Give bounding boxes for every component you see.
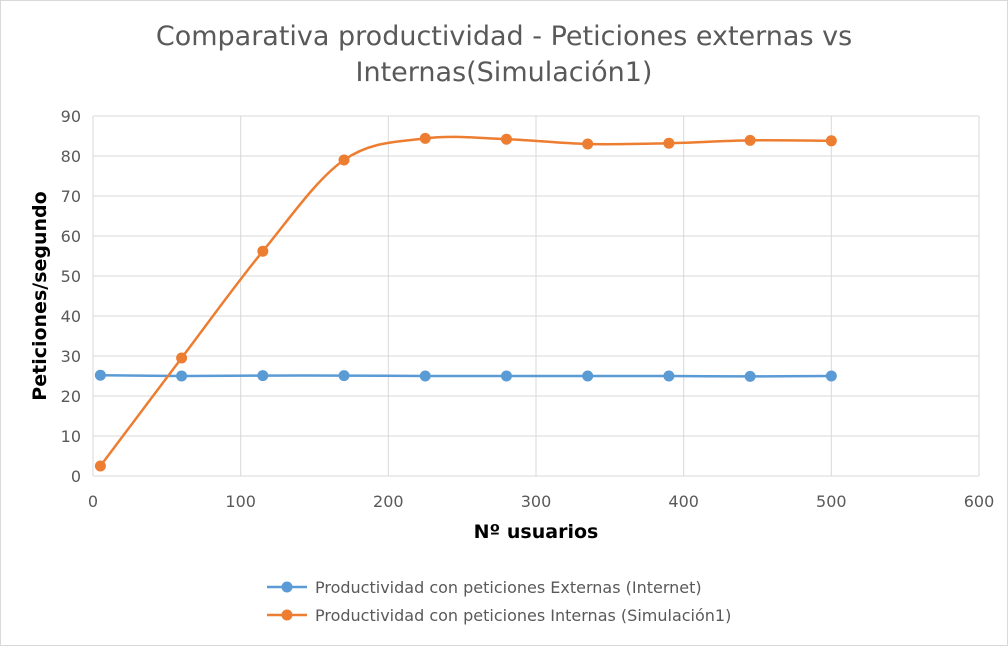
data-point xyxy=(663,370,675,382)
y-axis-ticks: 0 10 20 30 40 50 60 70 80 90 xyxy=(61,107,81,486)
x-tick-label: 600 xyxy=(964,492,995,511)
chart-title-line-1: Comparativa productividad - Peticiones e… xyxy=(156,21,852,52)
x-axis-title: Nº usuarios xyxy=(474,521,599,543)
data-point xyxy=(257,245,269,257)
y-tick-label: 90 xyxy=(61,107,81,126)
series-line xyxy=(100,373,832,378)
data-point xyxy=(338,370,350,382)
data-point xyxy=(419,132,431,144)
y-tick-label: 20 xyxy=(61,387,81,406)
x-tick-label: 300 xyxy=(521,492,552,511)
x-tick-label: 100 xyxy=(225,492,256,511)
legend-item-1: Productividad con peticiones Externas (I… xyxy=(267,578,702,597)
data-point xyxy=(825,370,837,382)
legend-label: Productividad con peticiones Internas (S… xyxy=(315,606,731,625)
data-point xyxy=(744,134,756,146)
chart-title-line-2: Internas(Simulación1) xyxy=(356,57,653,88)
legend-label: Productividad con peticiones Externas (I… xyxy=(315,578,702,597)
data-point xyxy=(825,135,837,147)
x-tick-label: 200 xyxy=(373,492,404,511)
y-tick-label: 40 xyxy=(61,307,81,326)
data-point xyxy=(419,370,431,382)
series-lines xyxy=(94,132,837,472)
y-tick-label: 0 xyxy=(71,467,81,486)
data-point xyxy=(257,370,269,382)
y-tick-label: 70 xyxy=(61,187,81,206)
data-point xyxy=(500,133,512,145)
data-point xyxy=(663,137,675,149)
x-axis-ticks: 0 100 200 300 400 500 600 xyxy=(88,492,994,511)
legend-marker xyxy=(281,609,293,621)
legend: Productividad con peticiones Externas (I… xyxy=(267,578,731,625)
series-line xyxy=(99,135,832,467)
y-tick-label: 50 xyxy=(61,267,81,286)
data-point xyxy=(582,138,594,150)
data-point xyxy=(94,369,106,381)
gridlines xyxy=(92,115,980,477)
data-point xyxy=(94,460,106,472)
legend-item-2: Productividad con peticiones Internas (S… xyxy=(267,606,731,625)
series-2 xyxy=(94,132,837,472)
data-point xyxy=(176,352,188,364)
legend-marker xyxy=(281,581,293,593)
data-point xyxy=(744,370,756,382)
series-1 xyxy=(94,369,837,382)
y-tick-label: 10 xyxy=(61,427,81,446)
x-tick-label: 400 xyxy=(668,492,699,511)
x-tick-label: 0 xyxy=(88,492,98,511)
data-point xyxy=(176,370,188,382)
data-point xyxy=(500,370,512,382)
y-tick-label: 30 xyxy=(61,347,81,366)
y-tick-label: 60 xyxy=(61,227,81,246)
x-tick-label: 500 xyxy=(816,492,847,511)
data-point xyxy=(338,154,350,166)
y-axis-title: Peticiones/segundo xyxy=(29,191,51,400)
y-tick-label: 80 xyxy=(61,147,81,166)
data-point xyxy=(582,370,594,382)
